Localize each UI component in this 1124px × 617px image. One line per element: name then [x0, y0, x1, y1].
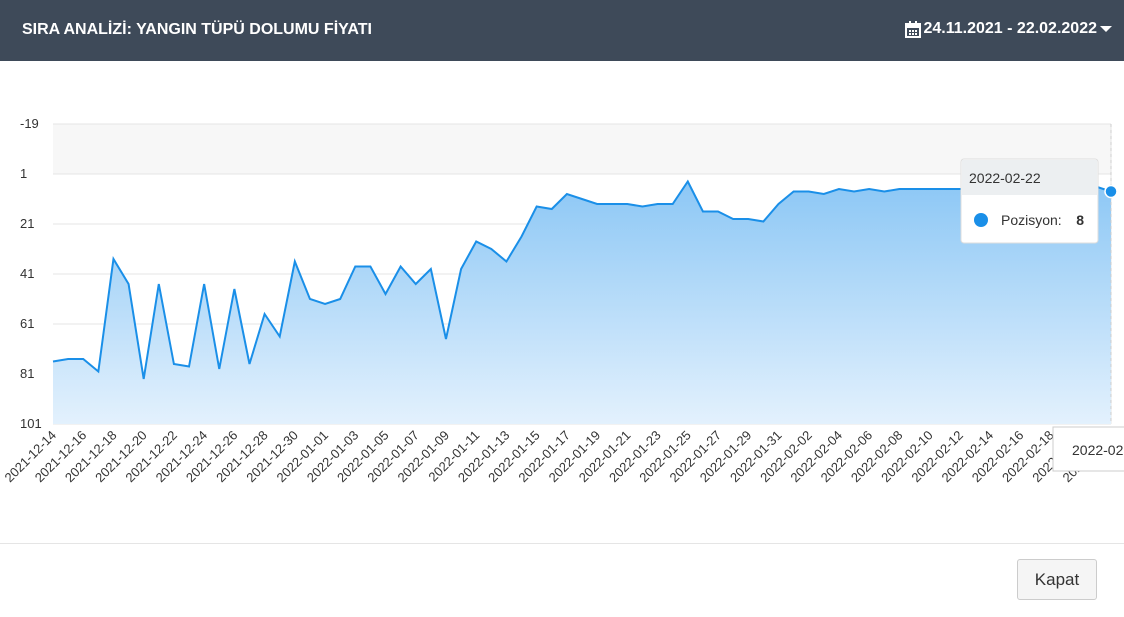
y-tick-label: 41 — [20, 266, 34, 281]
caret — [1100, 26, 1112, 32]
separator — [0, 543, 1124, 544]
tooltip-value: 8 — [1076, 212, 1084, 228]
y-tick-label: 81 — [20, 366, 34, 381]
line — [52, 179, 1112, 380]
y-tick-label: 101 — [20, 416, 42, 431]
crosshair-label: 2022-02-22 — [1072, 442, 1124, 458]
crosshair-label-box — [1052, 426, 1124, 472]
plot-band — [53, 124, 1111, 174]
area — [53, 181, 1111, 424]
y-tick-label: 21 — [20, 216, 34, 231]
marker — [1104, 184, 1118, 199]
tooltip-label: Pozisyon: — [1001, 212, 1062, 228]
tooltip-date: 2022-02-22 — [969, 170, 1041, 186]
modal-header: SIRA ANALİZİ: YANGIN TÜPÜ DOLUMU FİYATI … — [0, 0, 1124, 61]
tooltip-dot — [974, 213, 988, 227]
modal-title: SIRA ANALİZİ: YANGIN TÜPÜ DOLUMU FİYATI — [22, 21, 372, 38]
close-button[interactable]: Kapat — [1017, 559, 1097, 600]
calendar-icon — [904, 20, 921, 38]
date-range: 24.11.2021 - 22.02.2022 — [923, 20, 1098, 37]
date-range-picker[interactable]: 24.11.2021 - 22.02.2022 — [904, 20, 1112, 38]
y-tick-label: 1 — [20, 166, 27, 181]
chart: -191214161811012021-12-142021-12-162021-… — [1, 116, 1124, 485]
y-tick-label: -19 — [20, 116, 39, 131]
tooltip-header — [962, 160, 1097, 195]
y-tick-label: 61 — [20, 316, 34, 331]
